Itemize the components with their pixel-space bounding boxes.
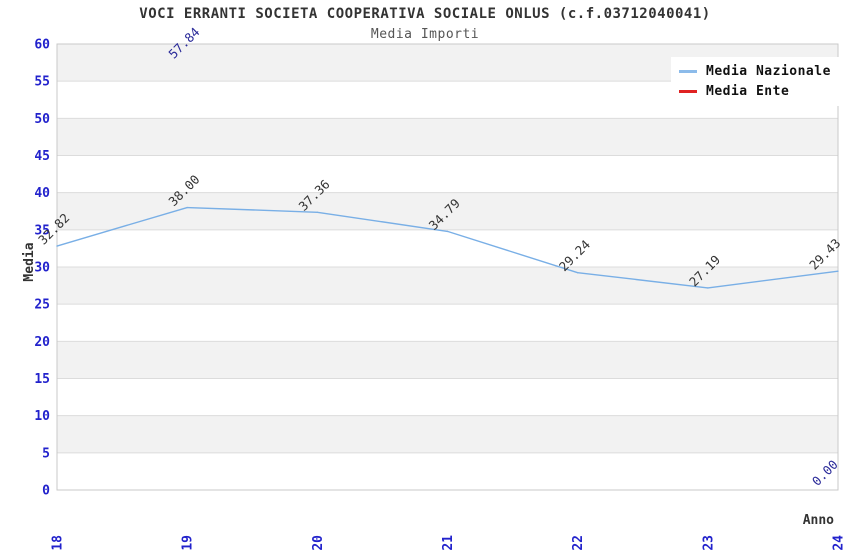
- plot-band: [57, 452, 838, 490]
- y-tick-label: 55: [34, 75, 50, 90]
- chart-subtitle: Media Importi: [370, 27, 480, 42]
- legend-item-media-ente: Media Ente: [671, 81, 845, 101]
- plot-border: [56, 43, 839, 491]
- plot-band: [57, 341, 838, 379]
- x-tick-label: 2021: [441, 535, 456, 550]
- y-axis-title: Media: [22, 242, 37, 282]
- y-tick-label: 30: [34, 261, 50, 276]
- x-tick-label: 2022: [571, 535, 586, 550]
- plot-band: [57, 229, 838, 267]
- media-nazionale-line-swatch: [679, 69, 697, 73]
- plot-band: [57, 304, 838, 342]
- series-line-media-nazionale: [316, 211, 449, 233]
- y-tick-label: 25: [34, 298, 50, 313]
- series-line-media-nazionale: [707, 270, 839, 289]
- y-tick-label: 50: [34, 112, 50, 127]
- y-tick-label: 10: [34, 409, 50, 424]
- plot-band: [57, 192, 838, 230]
- y-tick-label: 45: [34, 149, 50, 164]
- series-line-media-nazionale: [576, 271, 709, 289]
- series-line-media-nazionale: [56, 206, 188, 247]
- series-line-media-nazionale: [186, 206, 319, 213]
- legend-label-media-nazionale: Media Nazionale: [706, 63, 831, 79]
- x-tick-label: 2020: [311, 535, 326, 550]
- x-tick-label: 2023: [701, 535, 716, 550]
- x-axis-title: Anno: [802, 513, 834, 528]
- series-line-media-nazionale: [446, 230, 579, 274]
- x-tick-label: 2024: [832, 535, 847, 550]
- y-tick-label: 20: [34, 335, 50, 350]
- media-ente-line-swatch: [679, 89, 697, 93]
- x-tick-label: 2018: [51, 535, 66, 550]
- legend-item-media-nazionale: Media Nazionale: [671, 61, 845, 81]
- x-tick-label: 2019: [181, 535, 196, 550]
- y-tick-label: 40: [34, 186, 50, 201]
- plot-band: [57, 415, 838, 453]
- legend: Media Nazionale Media Ente: [671, 57, 845, 106]
- legend-label-media-ente: Media Ente: [706, 83, 790, 99]
- y-tick-label: 35: [34, 223, 50, 238]
- y-tick-label: 5: [42, 446, 50, 461]
- y-tick-label: 60: [34, 38, 50, 53]
- plot-band: [57, 378, 838, 416]
- plot-band: [57, 155, 838, 193]
- plot-band: [57, 267, 838, 305]
- y-tick-label: 0: [42, 484, 50, 499]
- plot-band: [57, 118, 838, 156]
- y-tick-label: 15: [34, 372, 50, 387]
- chart-title: VOCI ERRANTI SOCIETA COOPERATIVA SOCIALE…: [139, 6, 711, 22]
